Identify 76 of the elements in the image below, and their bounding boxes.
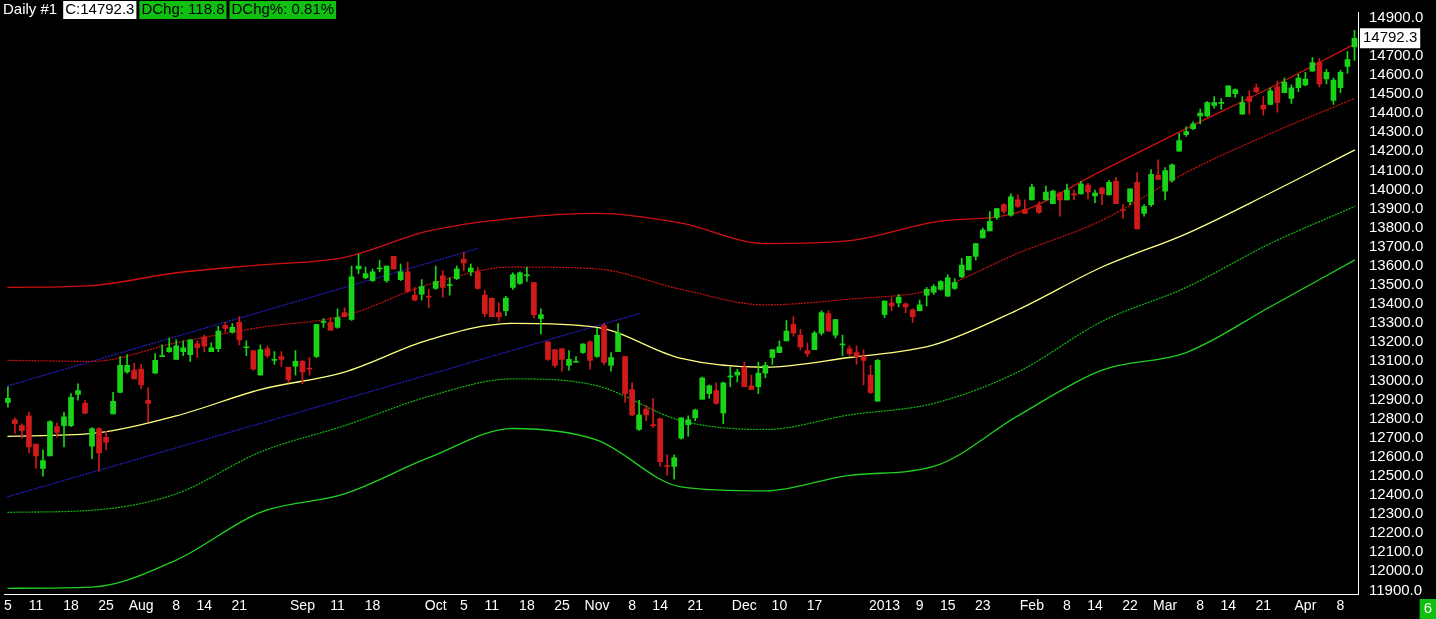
y-tick-label: 12100.0 xyxy=(1369,542,1424,560)
x-tick-label: 15 xyxy=(939,597,956,614)
x-tick-label: 9 xyxy=(915,597,924,614)
x-tick-label: 14 xyxy=(196,597,213,614)
x-tick-label: 11 xyxy=(484,597,500,614)
x-tick-label: Mar xyxy=(1153,597,1178,614)
x-tick-label: 11 xyxy=(28,597,44,614)
x-tick-label: 8 xyxy=(1336,597,1345,614)
chart-title: Daily #1 xyxy=(3,0,58,18)
x-tick-label: 21 xyxy=(687,597,704,614)
x-tick-label: 14 xyxy=(1220,597,1237,614)
x-tick-label: 8 xyxy=(172,597,181,614)
x-tick-label: 18 xyxy=(364,597,381,614)
annotation: C:14792.3 xyxy=(65,0,135,18)
x-tick-label: 21 xyxy=(1255,597,1272,614)
y-tick-label: 13400.0 xyxy=(1369,294,1424,312)
y-tick-label: 14100.0 xyxy=(1369,160,1424,178)
x-tick-label: 17 xyxy=(806,597,823,614)
x-tick-label: 18 xyxy=(519,597,535,614)
y-tick-label: 12800.0 xyxy=(1369,408,1424,426)
y-tick-label: 14900.0 xyxy=(1369,7,1424,25)
y-tick-label: 13000.0 xyxy=(1369,370,1424,388)
x-tick-label: 14 xyxy=(1087,597,1103,614)
x-tick-label: 14 xyxy=(652,597,669,614)
y-tick-label: 14600.0 xyxy=(1369,65,1424,83)
y-tick-label: 12700.0 xyxy=(1369,427,1424,445)
x-tick-label: 10 xyxy=(771,597,788,614)
y-tick-label: 12500.0 xyxy=(1369,465,1424,483)
y-tick-label: 13200.0 xyxy=(1369,332,1424,350)
y-tick-label: 13500.0 xyxy=(1369,275,1424,293)
x-tick-label: Dec xyxy=(731,597,757,614)
x-tick-label: 23 xyxy=(974,597,991,614)
y-tick-label: 14700.0 xyxy=(1369,46,1424,64)
x-tick-label: 5 xyxy=(3,597,12,614)
x-tick-label: 22 xyxy=(1122,597,1139,614)
y-tick-label: 12200.0 xyxy=(1369,523,1424,541)
y-tick-label: 12300.0 xyxy=(1369,504,1424,522)
y-tick-label: 11900.0 xyxy=(1369,580,1423,598)
x-tick-label: Aug xyxy=(128,597,154,614)
line-series xyxy=(7,259,1356,589)
annotation: DChg: 118.8 xyxy=(141,0,225,18)
x-tick-label: 25 xyxy=(98,597,115,614)
line-series xyxy=(7,97,1356,362)
x-tick-label: 8 xyxy=(1063,597,1072,614)
y-tick-label: 12900.0 xyxy=(1369,389,1424,407)
y-tick-label: 14300.0 xyxy=(1369,122,1424,140)
x-tick-label: 5 xyxy=(459,597,468,614)
x-tick-label: Feb xyxy=(1019,597,1045,614)
y-tick-label: 13300.0 xyxy=(1369,313,1424,331)
y-tick-label: 14400.0 xyxy=(1369,103,1424,121)
line-series xyxy=(7,205,1356,513)
annotation: DChg%: 0.81% xyxy=(231,0,335,18)
text: 6 xyxy=(1423,599,1432,617)
x-tick-label: 2013 xyxy=(869,597,901,614)
x-tick-label: 25 xyxy=(554,597,570,614)
x-tick-label: 11 xyxy=(330,597,345,614)
y-tick-label: 13600.0 xyxy=(1369,256,1424,274)
y-tick-label: 12600.0 xyxy=(1369,446,1424,464)
y-tick-label: 13900.0 xyxy=(1369,198,1424,216)
text: 14792.3 xyxy=(1363,28,1418,46)
x-tick-label: Oct xyxy=(424,597,447,614)
x-tick-label: Sep xyxy=(290,597,316,614)
x-tick-label: Apr xyxy=(1294,597,1317,614)
y-tick-label: 12000.0 xyxy=(1369,561,1424,579)
y-tick-label: 13800.0 xyxy=(1369,217,1424,235)
x-tick-label: 8 xyxy=(628,597,637,614)
x-tick-label: 8 xyxy=(1196,597,1205,614)
y-tick-label: 14500.0 xyxy=(1369,84,1424,102)
x-tick-label: 18 xyxy=(63,597,80,614)
y-tick-label: 13700.0 xyxy=(1369,236,1424,254)
x-tick-label: 21 xyxy=(231,597,248,614)
y-tick-label: 14200.0 xyxy=(1369,141,1424,159)
y-tick-label: 14000.0 xyxy=(1369,179,1424,197)
y-tick-label: 12400.0 xyxy=(1369,485,1424,503)
x-tick-label: Nov xyxy=(584,597,610,614)
y-tick-label: 13100.0 xyxy=(1369,351,1424,369)
